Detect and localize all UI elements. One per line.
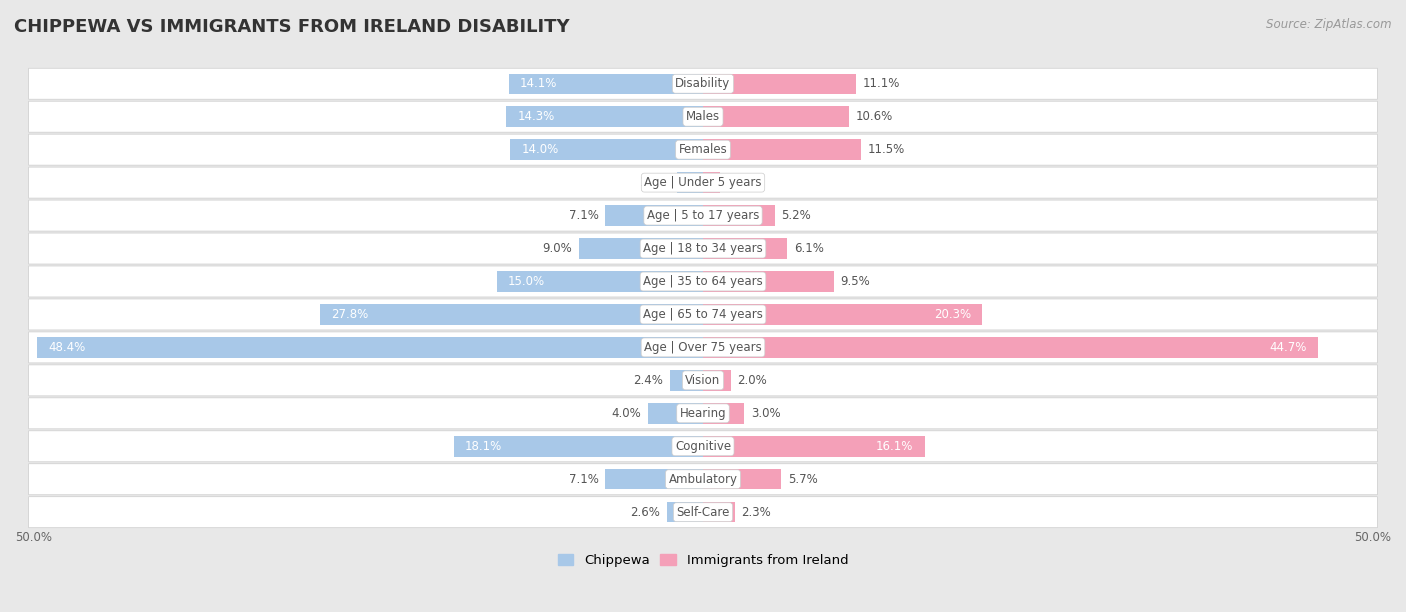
Text: Age | 5 to 17 years: Age | 5 to 17 years (647, 209, 759, 222)
Bar (606, 206, 703, 226)
Text: 3.0%: 3.0% (751, 407, 780, 420)
Bar (676, 173, 703, 193)
Text: 2.0%: 2.0% (737, 374, 768, 387)
FancyBboxPatch shape (28, 464, 1378, 494)
Text: Disability: Disability (675, 77, 731, 90)
Text: Vision: Vision (685, 374, 721, 387)
Bar (703, 238, 787, 259)
Bar (703, 436, 925, 457)
Text: 20.3%: 20.3% (934, 308, 972, 321)
Text: Females: Females (679, 143, 727, 156)
Bar (703, 403, 744, 424)
FancyBboxPatch shape (28, 233, 1378, 264)
Text: 2.4%: 2.4% (633, 374, 664, 387)
Bar (496, 271, 703, 292)
Text: 1.9%: 1.9% (640, 176, 671, 189)
Text: 5.2%: 5.2% (782, 209, 811, 222)
Bar (703, 271, 834, 292)
Text: 14.1%: 14.1% (520, 77, 557, 90)
FancyBboxPatch shape (28, 431, 1378, 462)
Legend: Chippewa, Immigrants from Ireland: Chippewa, Immigrants from Ireland (553, 548, 853, 572)
Bar (703, 370, 731, 390)
Text: Age | 65 to 74 years: Age | 65 to 74 years (643, 308, 763, 321)
Bar (703, 173, 720, 193)
FancyBboxPatch shape (28, 101, 1378, 132)
Text: Cognitive: Cognitive (675, 440, 731, 453)
Bar (510, 140, 703, 160)
Text: Source: ZipAtlas.com: Source: ZipAtlas.com (1267, 18, 1392, 31)
Text: 14.3%: 14.3% (517, 110, 554, 123)
Text: 11.5%: 11.5% (868, 143, 905, 156)
Bar (703, 304, 983, 325)
Text: Age | Over 75 years: Age | Over 75 years (644, 341, 762, 354)
Text: Age | Under 5 years: Age | Under 5 years (644, 176, 762, 189)
Text: 16.1%: 16.1% (876, 440, 914, 453)
Text: 7.1%: 7.1% (568, 209, 599, 222)
FancyBboxPatch shape (28, 299, 1378, 330)
Text: 5.7%: 5.7% (789, 472, 818, 486)
FancyBboxPatch shape (28, 365, 1378, 396)
Bar (506, 106, 703, 127)
Bar (579, 238, 703, 259)
Text: 4.0%: 4.0% (612, 407, 641, 420)
Text: 50.0%: 50.0% (1354, 531, 1391, 544)
FancyBboxPatch shape (28, 497, 1378, 528)
Text: 14.0%: 14.0% (522, 143, 558, 156)
Text: 50.0%: 50.0% (15, 531, 52, 544)
FancyBboxPatch shape (28, 134, 1378, 165)
Text: 1.2%: 1.2% (727, 176, 756, 189)
Bar (671, 370, 703, 390)
Bar (37, 337, 703, 357)
Text: Self-Care: Self-Care (676, 506, 730, 519)
Text: Age | 18 to 34 years: Age | 18 to 34 years (643, 242, 763, 255)
FancyBboxPatch shape (28, 266, 1378, 297)
Text: 10.6%: 10.6% (856, 110, 893, 123)
Text: 44.7%: 44.7% (1270, 341, 1308, 354)
Text: CHIPPEWA VS IMMIGRANTS FROM IRELAND DISABILITY: CHIPPEWA VS IMMIGRANTS FROM IRELAND DISA… (14, 18, 569, 36)
FancyBboxPatch shape (28, 167, 1378, 198)
Text: 11.1%: 11.1% (863, 77, 900, 90)
Bar (509, 73, 703, 94)
Bar (703, 73, 856, 94)
Bar (703, 337, 1317, 357)
Bar (606, 469, 703, 490)
Text: 2.6%: 2.6% (630, 506, 661, 519)
Bar (703, 106, 849, 127)
Text: Males: Males (686, 110, 720, 123)
Text: 9.5%: 9.5% (841, 275, 870, 288)
Text: 27.8%: 27.8% (332, 308, 368, 321)
Text: 2.3%: 2.3% (741, 506, 772, 519)
Text: 7.1%: 7.1% (568, 472, 599, 486)
Text: Hearing: Hearing (679, 407, 727, 420)
Text: 9.0%: 9.0% (543, 242, 572, 255)
Bar (321, 304, 703, 325)
Text: 15.0%: 15.0% (508, 275, 544, 288)
FancyBboxPatch shape (28, 332, 1378, 363)
Bar (703, 469, 782, 490)
FancyBboxPatch shape (28, 398, 1378, 429)
Bar (703, 502, 735, 523)
Bar (703, 140, 862, 160)
Text: 6.1%: 6.1% (794, 242, 824, 255)
Text: 18.1%: 18.1% (465, 440, 502, 453)
Text: Ambulatory: Ambulatory (668, 472, 738, 486)
Bar (703, 206, 775, 226)
Bar (648, 403, 703, 424)
FancyBboxPatch shape (28, 69, 1378, 99)
Text: 48.4%: 48.4% (48, 341, 86, 354)
Text: Age | 35 to 64 years: Age | 35 to 64 years (643, 275, 763, 288)
Bar (668, 502, 703, 523)
Bar (454, 436, 703, 457)
FancyBboxPatch shape (28, 200, 1378, 231)
